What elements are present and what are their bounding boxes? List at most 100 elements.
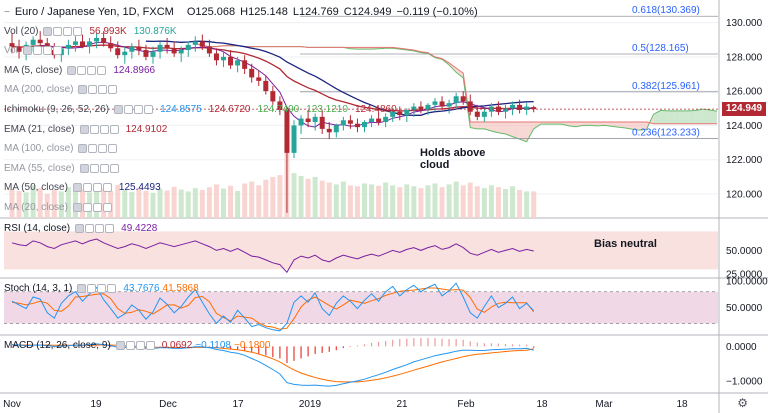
more-icon[interactable] (107, 284, 117, 293)
eye-icon[interactable] (75, 224, 85, 233)
settings-icon[interactable] (82, 183, 92, 193)
indicator-buttons[interactable] (22, 46, 62, 56)
more-icon[interactable] (109, 124, 119, 134)
close-icon[interactable] (42, 46, 52, 56)
settings-icon[interactable] (77, 65, 87, 75)
more-icon[interactable] (108, 85, 118, 95)
eye-icon[interactable] (72, 202, 82, 212)
more-icon[interactable] (145, 341, 155, 350)
gear-icon[interactable]: ⚙ (737, 396, 748, 410)
eye-icon[interactable] (22, 46, 32, 56)
volume-bar (178, 189, 184, 218)
macd-hist-value: 0.0692 (161, 340, 193, 351)
rsi-buttons[interactable] (75, 224, 115, 233)
close-icon[interactable] (98, 85, 108, 95)
settings-icon[interactable] (87, 284, 97, 293)
settings-icon[interactable] (89, 124, 99, 134)
more-icon[interactable] (144, 104, 154, 114)
indicator-buttons[interactable] (79, 163, 119, 173)
volume-bar (115, 184, 121, 218)
more-icon[interactable] (73, 26, 83, 36)
candle-body (221, 56, 226, 61)
indicator-row[interactable]: MA (5, close) 124.8966 (4, 63, 155, 77)
eye-icon[interactable] (115, 341, 125, 350)
eye-icon[interactable] (79, 124, 89, 134)
indicator-row[interactable]: Vol (4, 44, 62, 58)
close-icon[interactable] (63, 26, 73, 36)
more-icon[interactable] (102, 183, 112, 193)
indicator-buttons[interactable] (43, 26, 83, 36)
close-icon[interactable] (92, 183, 102, 193)
candle-body (376, 118, 382, 122)
settings-icon[interactable] (89, 163, 99, 173)
indicator-row[interactable]: EMA (21, close) 124.9102 (4, 122, 167, 136)
more-icon[interactable] (105, 224, 115, 233)
indicator-row[interactable]: EMA (55, close) (4, 161, 119, 175)
settings-icon[interactable] (124, 104, 134, 114)
eye-icon[interactable] (43, 26, 53, 36)
indicator-label: Vol (4, 45, 18, 57)
more-icon[interactable] (108, 144, 118, 154)
rsi-band (4, 231, 718, 270)
settings-icon[interactable] (88, 85, 98, 95)
rsi-pane-title: RSI (14, close) 49.4228 (4, 223, 157, 234)
macd-histogram-bar (462, 339, 464, 347)
eye-icon[interactable] (78, 144, 88, 154)
close-icon[interactable] (92, 202, 102, 212)
close-icon[interactable] (99, 163, 109, 173)
indicator-buttons[interactable] (79, 124, 119, 134)
settings-icon[interactable] (85, 224, 95, 233)
eye-icon[interactable] (78, 85, 88, 95)
macd-buttons[interactable] (115, 341, 155, 350)
indicator-row[interactable]: MA (50, close) 125.4493 (4, 181, 161, 195)
indicator-buttons[interactable] (114, 104, 154, 114)
settings-icon[interactable] (82, 202, 92, 212)
more-icon[interactable] (102, 202, 112, 212)
close-icon[interactable] (135, 341, 145, 350)
close-icon[interactable] (95, 224, 105, 233)
high-value: H125.148 (240, 6, 288, 18)
close-icon[interactable] (134, 104, 144, 114)
indicator-buttons[interactable] (67, 65, 107, 75)
eye-icon[interactable] (114, 104, 124, 114)
settings-icon[interactable] (125, 341, 135, 350)
indicator-row[interactable]: Ichimoku (9, 26, 52, 26) 124.8575 124.6720… (4, 102, 397, 116)
close-icon[interactable] (97, 284, 107, 293)
more-icon[interactable] (109, 163, 119, 173)
indicator-buttons[interactable] (78, 144, 118, 154)
close-icon[interactable] (87, 65, 97, 75)
macd-signal-line (12, 344, 534, 383)
indicator-buttons[interactable] (78, 85, 118, 95)
cloud-segment (695, 109, 703, 124)
indicator-row[interactable]: MA (100, close) (4, 142, 118, 156)
candle-body (298, 118, 304, 126)
indicator-row[interactable]: MA (20, close) (4, 200, 112, 214)
settings-icon[interactable] (32, 46, 42, 56)
eye-icon[interactable] (67, 65, 77, 75)
candle-body (30, 39, 36, 45)
cloud-annotation-line-2: cloud (420, 159, 450, 171)
settings-icon[interactable] (53, 26, 63, 36)
more-icon[interactable] (97, 65, 107, 75)
fib-label: 0.618(130.369) (632, 5, 700, 16)
candle-body (326, 128, 332, 133)
eye-icon[interactable] (72, 183, 82, 193)
indicator-buttons[interactable] (72, 202, 112, 212)
time-tick-label: Nov (3, 399, 21, 410)
indicator-buttons[interactable] (72, 183, 112, 193)
eye-icon[interactable] (79, 163, 89, 173)
settings-icon[interactable] (88, 144, 98, 154)
close-icon[interactable] (98, 144, 108, 154)
minus-icon[interactable]: − (4, 6, 10, 18)
indicator-row[interactable]: MA (200, close) (4, 83, 118, 97)
close-icon[interactable] (99, 124, 109, 134)
eye-icon[interactable] (77, 284, 87, 293)
candle-body (72, 41, 78, 45)
more-icon[interactable] (52, 46, 62, 56)
stoch-buttons[interactable] (77, 284, 117, 293)
macd-histogram-bar (483, 343, 485, 347)
indicator-row[interactable]: Vol (20) 56.993K 130.876K (4, 24, 177, 38)
macd-line (11, 343, 534, 387)
